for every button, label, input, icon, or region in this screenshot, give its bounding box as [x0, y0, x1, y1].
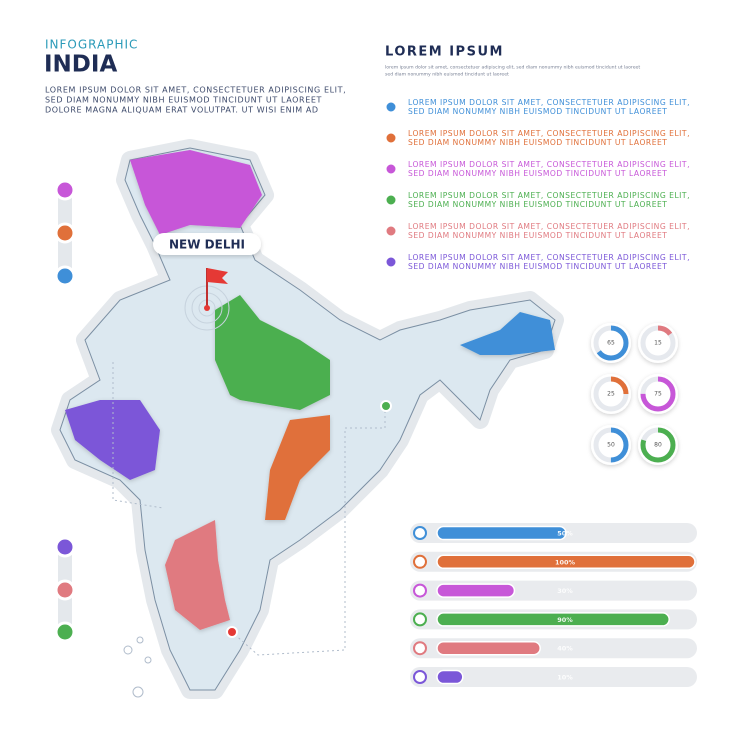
islands: [123, 636, 152, 698]
title: INDIA: [44, 52, 117, 78]
legend-line: LOREM IPSUM DOLOR SIT AMET, CONSECTETUER…: [408, 129, 690, 138]
legend-dot: [384, 255, 398, 269]
bar-icon: [413, 641, 427, 656]
legend-line: SED DIAM NONUMMY NIBH EUISMOD TINCIDUNT …: [408, 169, 667, 178]
bar-label: 10%: [557, 674, 573, 682]
bar-fill: [436, 554, 696, 570]
donut-label: 25: [607, 391, 615, 398]
legend-line: SED DIAM NONUMMY NIBH EUISMOD TINCIDUNT …: [408, 231, 667, 240]
legend-dot: [384, 162, 398, 176]
legend-subtitle: sed diam nonummy nibh euismod tincidunt …: [385, 72, 509, 78]
bar-fill: [436, 669, 464, 685]
state-region: [130, 150, 262, 235]
legend-line: LOREM IPSUM DOLOR SIT AMET, CONSECTETUER…: [408, 98, 690, 107]
legend-line: LOREM IPSUM DOLOR SIT AMET, CONSECTETUER…: [408, 253, 690, 262]
state-region: [460, 312, 555, 355]
legend-line: SED DIAM NONUMMY NIBH EUISMOD TINCIDUNT …: [408, 200, 667, 209]
donut-arc: [640, 376, 676, 412]
connector-lines: [112, 362, 386, 656]
bar-label: 50%: [557, 530, 573, 538]
legend-title: LOREM IPSUM: [385, 45, 504, 60]
legend-line: SED DIAM NONUMMY NIBH EUISMOD TINCIDUNT …: [408, 262, 667, 271]
bar-icon: [413, 526, 427, 540]
legend-line: LOREM IPSUM DOLOR SIT AMET, CONSECTETUER…: [408, 222, 690, 231]
state-region: [265, 415, 330, 520]
bar-fill: [436, 583, 516, 598]
side-dots: [54, 179, 76, 643]
bar-label: 30%: [557, 587, 573, 595]
bar-label: 40%: [557, 645, 573, 653]
legend: LOREM IPSUM DOLOR SIT AMET, CONSECTETUER…: [384, 98, 690, 271]
donut-arc: [640, 427, 676, 463]
flag: [207, 268, 228, 284]
legend-dot: [384, 100, 398, 114]
capital-label: NEW DELHI: [169, 238, 245, 252]
bar-fill: [436, 640, 541, 656]
state-region: [215, 295, 330, 410]
donut-arc: [593, 427, 629, 463]
pin: [204, 305, 210, 311]
bar-label: 100%: [555, 558, 576, 566]
bar-track: [410, 667, 697, 687]
bar-icon: [413, 554, 427, 569]
donut-arc: [593, 376, 629, 412]
marker: [226, 626, 238, 638]
bar-fill: [436, 525, 567, 541]
donut-label: 50: [607, 442, 615, 449]
state-region: [165, 520, 230, 630]
paragraph-line: LOREM IPSUM DOLOR SIT AMET, CONSECTETUER…: [45, 86, 346, 95]
donut-group: 65 15 25 75 50 80: [591, 323, 678, 465]
legend-line: SED DIAM NONUMMY NIBH EUISMOD TINCIDUNT …: [408, 107, 667, 116]
donut-label: 80: [654, 442, 662, 449]
legend-subtitle: lorem ipsum dolor sit amet, consectetuer…: [385, 65, 640, 71]
capital-badge: [153, 233, 261, 255]
paragraph-line: SED DIAM NONUMMY NIBH EUISMOD TINCIDUNT …: [45, 96, 322, 105]
bar-icon: [413, 612, 427, 627]
kicker: INFOGRAPHIC: [45, 38, 138, 52]
paragraph-line: DOLORE MAGNA ALIQUAM ERAT VOLUTPAT. UT W…: [45, 106, 319, 115]
donut-arc: [640, 325, 676, 361]
state-region: [65, 400, 160, 480]
map: NEW DELHI: [51, 139, 564, 699]
legend-dot: [384, 131, 398, 145]
donut-label: 75: [654, 391, 662, 398]
bar-group: 50% 100% 30% 90% 40% 10%: [410, 523, 697, 687]
legend-dot: [384, 224, 398, 238]
bar-fill: [436, 612, 670, 627]
bar-label: 90%: [557, 616, 573, 624]
bar-icon: [413, 583, 427, 598]
marker: [380, 400, 392, 412]
donut-label: 65: [607, 340, 615, 347]
donut-label: 15: [654, 340, 662, 347]
donut-arc: [593, 325, 629, 361]
legend-line: SED DIAM NONUMMY NIBH EUISMOD TINCIDUNT …: [408, 138, 667, 147]
legend-line: LOREM IPSUM DOLOR SIT AMET, CONSECTETUER…: [408, 160, 690, 169]
bar-icon: [413, 670, 427, 684]
legend-dot: [384, 193, 398, 207]
legend-line: LOREM IPSUM DOLOR SIT AMET, CONSECTETUER…: [408, 191, 690, 200]
